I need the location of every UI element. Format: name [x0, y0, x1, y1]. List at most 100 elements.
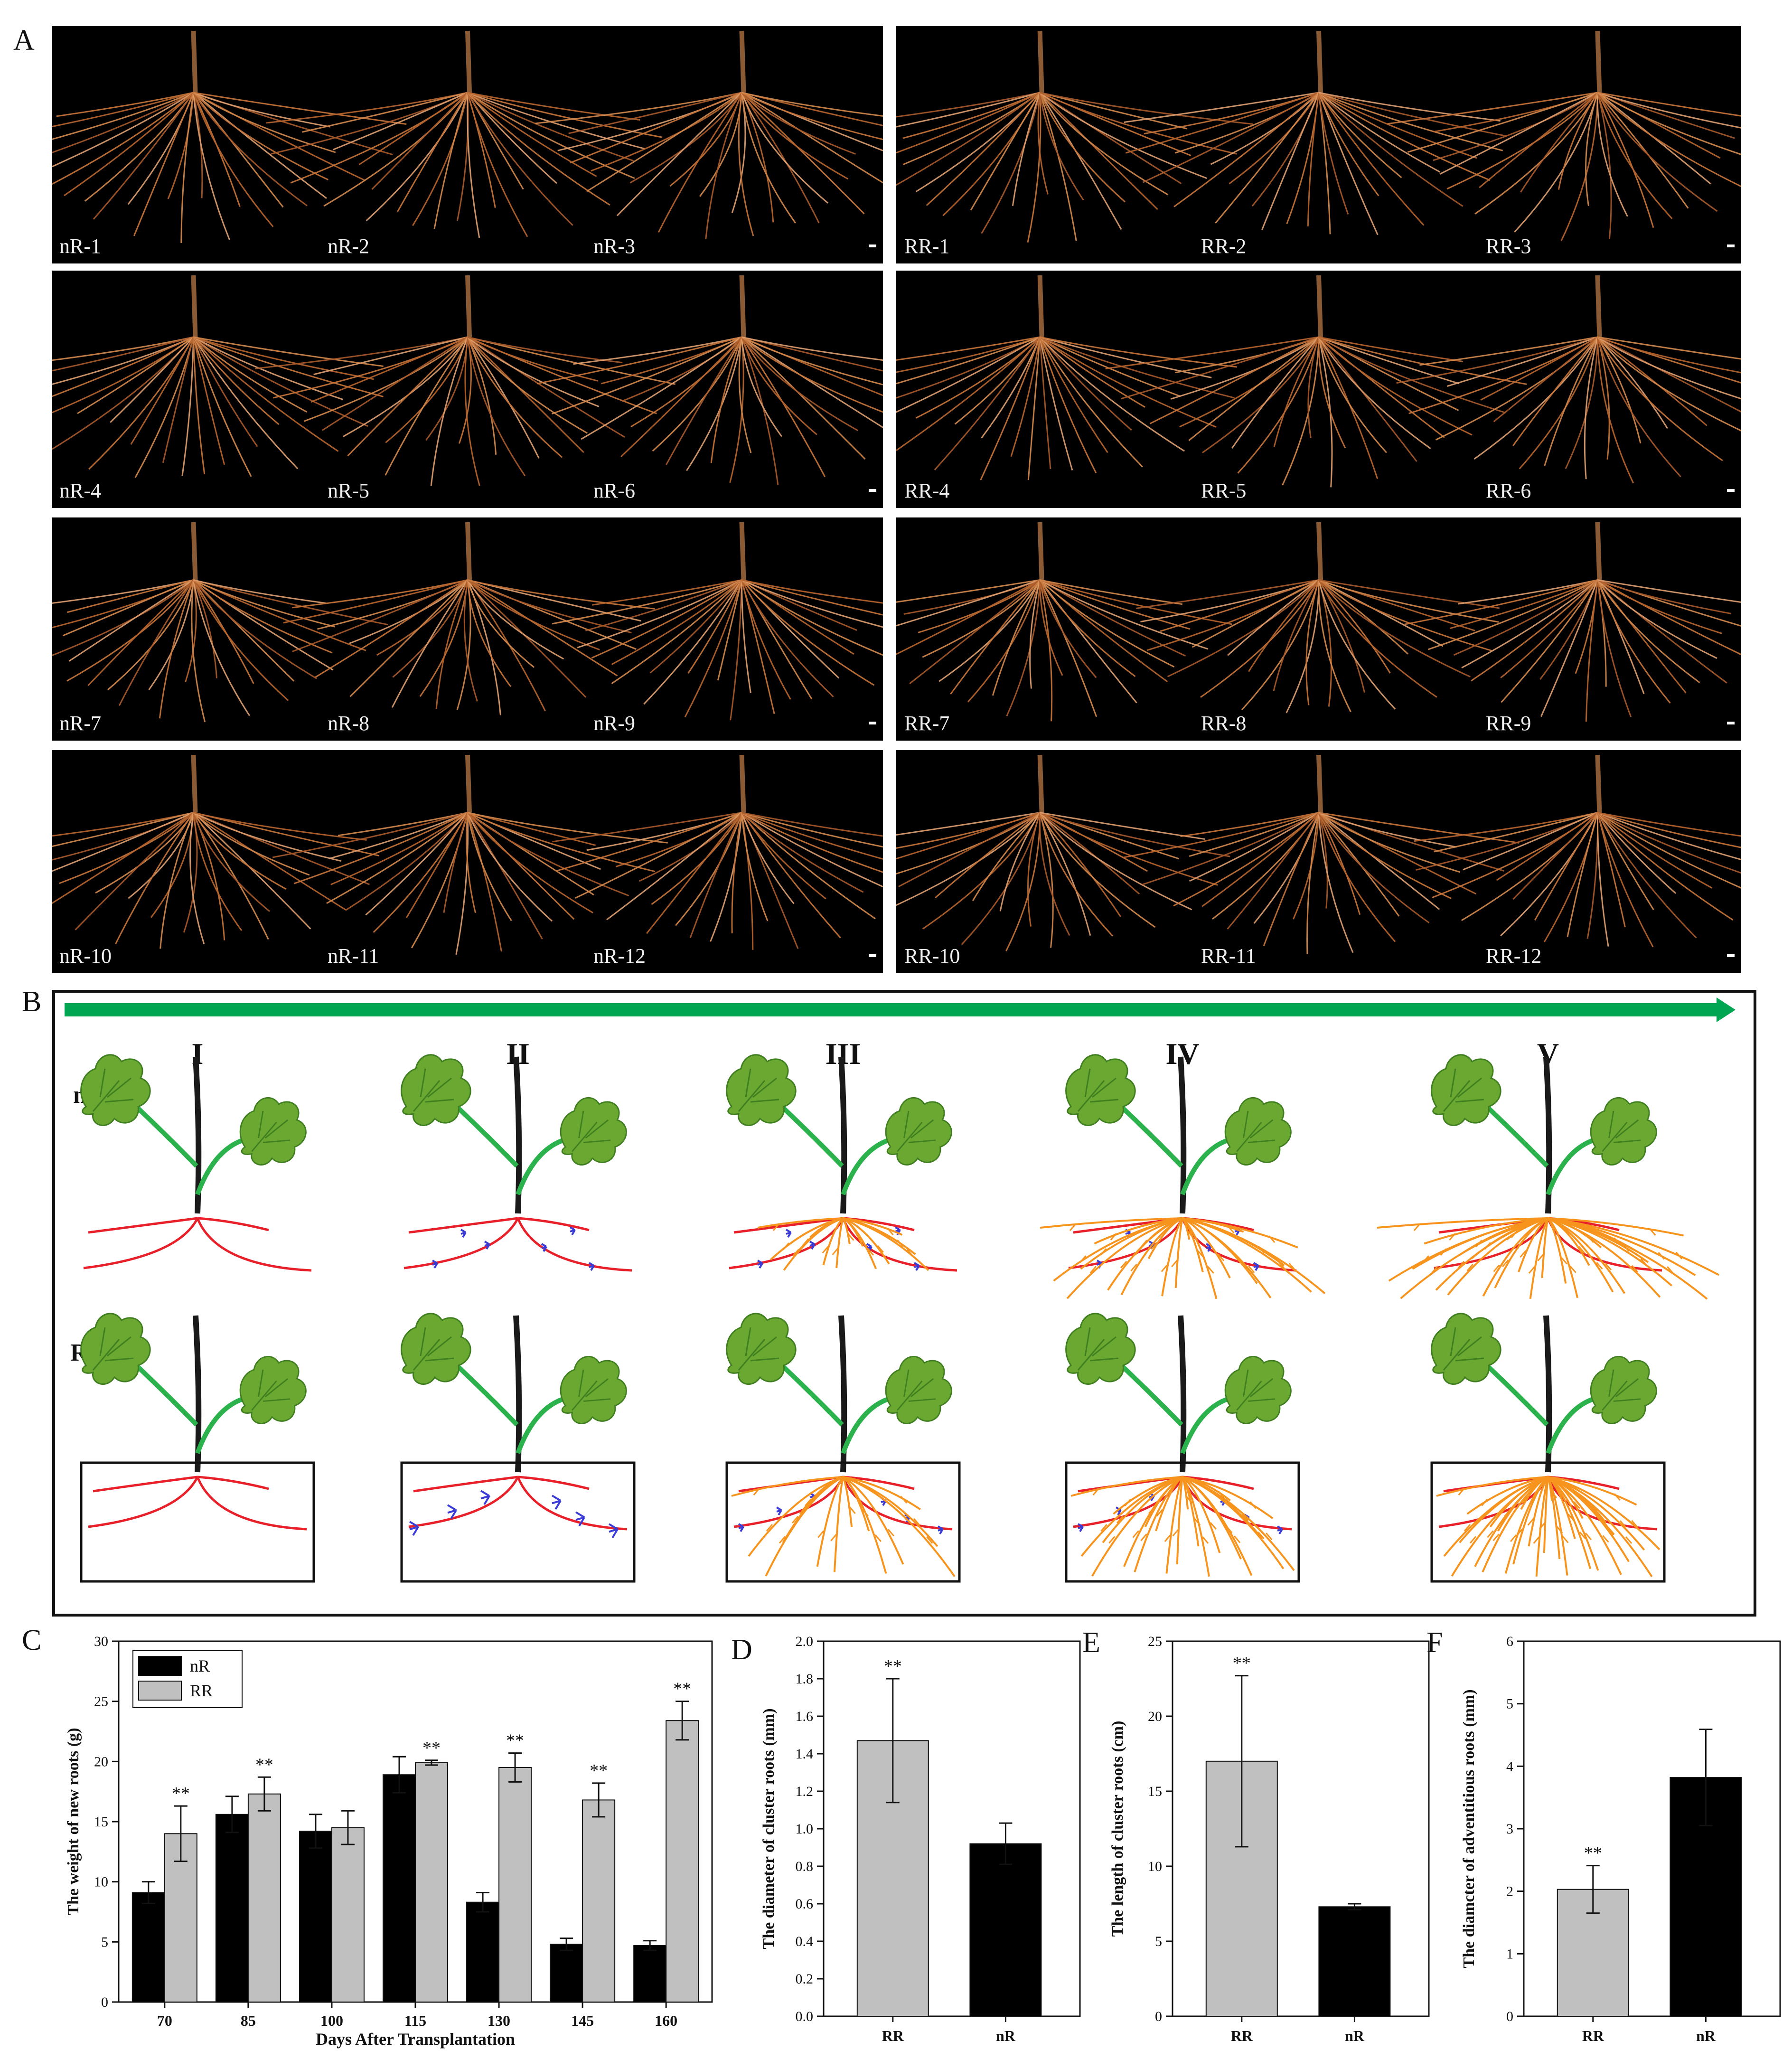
- root-strand: [193, 92, 308, 207]
- root-strand: [741, 812, 883, 848]
- lateral-root: [1466, 1476, 1548, 1515]
- root-strand: [741, 92, 797, 224]
- lateral-root: [1436, 1476, 1548, 1497]
- root-strand: [1229, 92, 1320, 185]
- root-strand: [1010, 337, 1041, 457]
- lateral-branch: [1516, 1529, 1523, 1537]
- root-strand: [1474, 92, 1598, 215]
- lateral-root: [835, 1218, 844, 1269]
- root-strand: [1040, 579, 1191, 630]
- leaf: [1590, 1355, 1657, 1424]
- root-strand: [741, 812, 876, 920]
- root-strand: [52, 336, 194, 397]
- root-strand: [1318, 92, 1349, 215]
- lateral-branch: [1533, 1536, 1540, 1544]
- root-strand: [1248, 579, 1320, 672]
- x-tick-label: 70: [157, 2012, 172, 2029]
- root-strand: [675, 812, 742, 926]
- root-strand: [193, 92, 331, 128]
- lateral-root: [1543, 1476, 1549, 1553]
- stem-mark: [191, 522, 198, 580]
- root-strand: [366, 92, 469, 222]
- root-strand: [396, 92, 469, 212]
- lateral-root: [1548, 1217, 1708, 1300]
- lateral-root: [1134, 1217, 1183, 1256]
- root-strand: [896, 92, 1041, 186]
- root-strand: [1160, 579, 1319, 632]
- leaf: [726, 1054, 797, 1126]
- root-strand: [180, 92, 194, 244]
- root-strand: [1273, 337, 1320, 447]
- lateral-root: [731, 1476, 844, 1497]
- root-strand: [935, 812, 1041, 899]
- primary-root: [413, 1476, 518, 1493]
- root-strand: [347, 336, 469, 457]
- lateral-branch: [832, 1247, 839, 1255]
- root-strand: [293, 812, 468, 884]
- root-strand: [193, 336, 374, 380]
- y-tick-label: 5: [1506, 1696, 1513, 1712]
- cluster-root: [409, 1521, 419, 1536]
- y-tick-label: 0: [1155, 2009, 1162, 2024]
- root-strand: [1318, 812, 1361, 915]
- root-strand: [1170, 336, 1319, 400]
- root-strand: [684, 580, 742, 717]
- root-strand: [391, 579, 469, 708]
- root-strand: [999, 812, 1041, 912]
- root-strand: [1039, 337, 1097, 473]
- root-strand: [467, 812, 656, 873]
- root-strand: [896, 336, 1041, 451]
- lateral-root: [1080, 1217, 1183, 1270]
- primary-root: [83, 1217, 199, 1269]
- root-strand: [52, 92, 194, 168]
- root-strand: [1173, 92, 1319, 207]
- lateral-branch: [1413, 1223, 1421, 1231]
- leaf: [1224, 1355, 1292, 1424]
- lateral-branch: [1201, 1536, 1209, 1544]
- root-strand: [1215, 92, 1320, 224]
- root-strand: [62, 579, 194, 637]
- root-strand: [1419, 336, 1598, 366]
- root-strand: [1307, 337, 1320, 438]
- scale-bar: [1727, 954, 1735, 957]
- bar-RR-115: [415, 1762, 448, 2003]
- root-strand: [741, 579, 834, 697]
- root-strand: [1597, 812, 1697, 939]
- root-strand: [1039, 812, 1070, 936]
- root-strand: [292, 579, 468, 609]
- root-strand: [1585, 580, 1598, 722]
- root-strand: [1597, 92, 1741, 129]
- root-strand: [1567, 812, 1598, 937]
- root-strand: [467, 336, 600, 407]
- lateral-root: [842, 1476, 904, 1565]
- lateral-root: [1424, 1217, 1548, 1245]
- root-strand: [1037, 92, 1049, 195]
- lateral-branch: [1578, 1246, 1586, 1254]
- root-strand: [620, 336, 742, 458]
- root-strand: [1027, 812, 1041, 927]
- root-strand: [193, 580, 218, 678]
- lateral-root: [822, 1217, 844, 1266]
- y-tick-label: 2.0: [796, 1634, 814, 1649]
- scale-bar: [869, 954, 876, 957]
- primary-root: [196, 1476, 307, 1531]
- bar-E-nR: [1318, 1906, 1391, 2017]
- root-strand: [896, 336, 1041, 413]
- lateral-branch: [817, 1530, 825, 1538]
- root-strand: [592, 579, 742, 606]
- root-strand: [52, 579, 194, 657]
- y-axis-label: The length of cluster roots (cm): [1109, 1721, 1126, 1937]
- root-strand: [467, 579, 546, 712]
- root-strand: [1318, 92, 1503, 151]
- root-strand: [412, 92, 469, 226]
- stem-mark: [739, 30, 746, 93]
- lateral-branch: [1151, 1242, 1158, 1250]
- plant-stage-V-nR: [1377, 1054, 1719, 1300]
- root-strand: [552, 336, 742, 415]
- root-strand: [898, 812, 1041, 887]
- root-strand: [536, 336, 742, 385]
- root-strand: [193, 579, 317, 679]
- lateral-branch: [1156, 1509, 1163, 1517]
- root-strand: [1597, 579, 1700, 684]
- root-strand: [1439, 92, 1598, 175]
